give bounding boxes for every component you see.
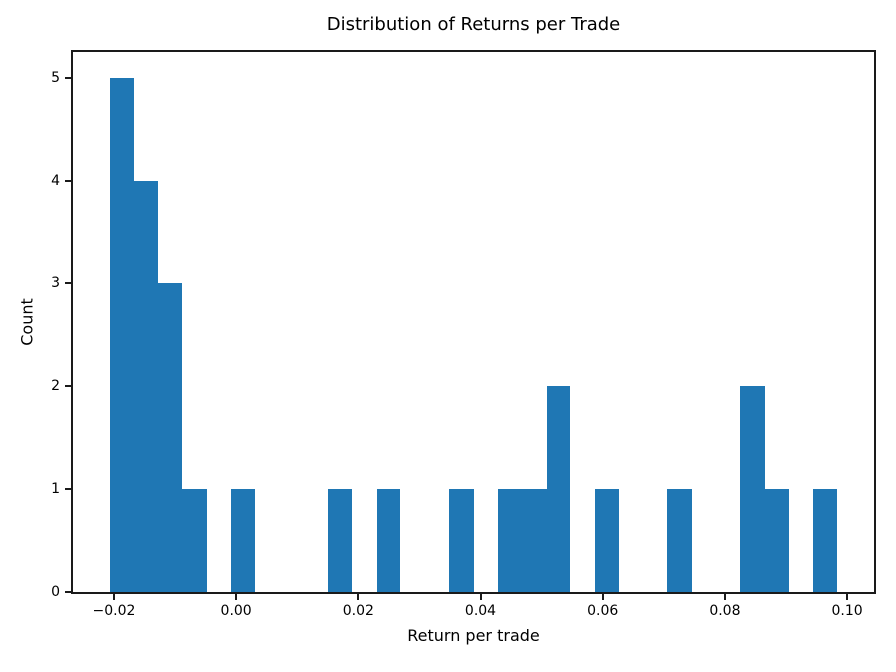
x-tick-label: 0.06 <box>587 603 619 619</box>
y-tick-label: 1 <box>51 481 60 498</box>
histogram-bar <box>764 489 790 592</box>
chart-title: Distribution of Returns per Trade <box>326 14 621 35</box>
histogram-bar <box>449 489 474 592</box>
x-tick-mark <box>112 594 115 600</box>
x-tick-mark <box>723 594 726 600</box>
histogram-bar <box>740 386 765 592</box>
y-tick-label: 3 <box>51 275 60 292</box>
y-tick-label: 2 <box>51 378 60 395</box>
y-tick-mark <box>65 385 71 388</box>
histogram-bar <box>182 489 207 592</box>
y-tick-mark <box>65 76 71 79</box>
x-tick-label: 0.00 <box>220 603 252 619</box>
histogram-bar <box>497 489 523 592</box>
y-tick-label: 4 <box>51 172 60 189</box>
x-tick-label: 0.10 <box>831 603 863 619</box>
y-tick-label: 5 <box>51 69 60 86</box>
y-tick-mark <box>65 282 71 285</box>
histogram-bar <box>327 489 353 592</box>
y-tick-mark <box>65 488 71 491</box>
x-tick-label: 0.02 <box>342 603 374 619</box>
histogram-bar <box>376 489 401 592</box>
histogram-bar <box>667 489 692 592</box>
y-tick-mark <box>65 179 71 182</box>
histogram-bar <box>812 489 838 592</box>
x-tick-mark <box>846 594 849 600</box>
x-tick-label: 0.08 <box>709 603 741 619</box>
y-axis-label: Count <box>17 298 37 346</box>
y-tick-mark <box>65 591 71 593</box>
y-tick-label: 0 <box>51 584 60 600</box>
plot-area <box>71 50 876 594</box>
histogram-bar <box>134 180 158 592</box>
x-tick-mark <box>479 594 482 600</box>
histogram-bar <box>157 283 183 592</box>
histogram-bar <box>230 489 256 592</box>
histogram-bar <box>109 77 135 592</box>
histogram-bar <box>522 489 547 592</box>
x-tick-mark <box>235 594 238 600</box>
histogram-bar <box>594 489 620 592</box>
x-tick-label: −0.02 <box>92 603 136 619</box>
x-tick-label: 0.04 <box>464 603 497 619</box>
histogram-bar <box>546 386 571 592</box>
x-tick-mark <box>357 594 360 600</box>
x-axis-label: Return per trade <box>407 626 540 645</box>
x-tick-mark <box>601 594 604 600</box>
